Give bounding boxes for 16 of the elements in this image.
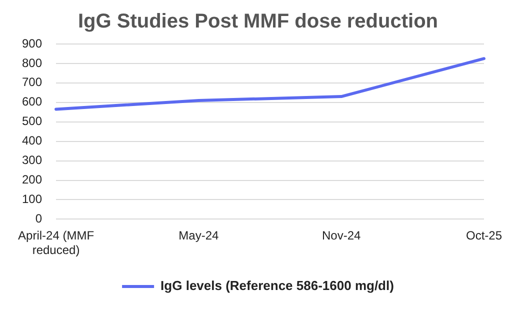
- y-tick-label: 200: [22, 172, 42, 187]
- y-tick-label: 400: [22, 134, 42, 148]
- y-tick-label: 100: [22, 192, 42, 206]
- chart-title: IgG Studies Post MMF dose reduction: [78, 10, 438, 33]
- y-tick-label: 800: [22, 56, 42, 70]
- y-tick-label: 300: [22, 153, 42, 168]
- y-tick-label: 0: [35, 212, 42, 226]
- legend-label: IgG levels (Reference 586-1600 mg/dl): [160, 278, 394, 294]
- y-tick-label: 700: [22, 75, 42, 90]
- y-tick-label: 900: [22, 36, 42, 50]
- x-tick-label: Oct-25: [466, 228, 502, 243]
- x-tick-label: May-24: [178, 228, 220, 243]
- y-tick-label: 500: [22, 114, 42, 128]
- x-tick-label: Nov-24: [322, 228, 362, 243]
- y-tick-label: 600: [22, 94, 42, 109]
- x-tick-label: April-24 (MMF reduced): [18, 228, 94, 258]
